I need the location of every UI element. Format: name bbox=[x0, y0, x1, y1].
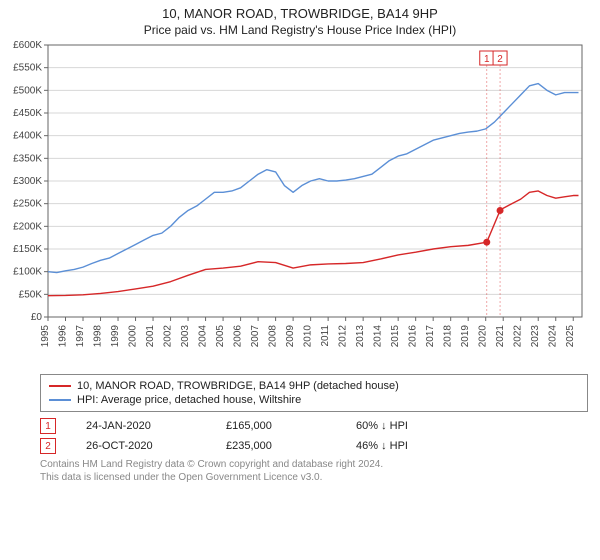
svg-text:1999: 1999 bbox=[110, 325, 121, 348]
legend-row: HPI: Average price, detached house, Wilt… bbox=[49, 393, 579, 407]
svg-text:£300K: £300K bbox=[13, 176, 42, 187]
svg-text:£400K: £400K bbox=[13, 131, 42, 142]
svg-text:£350K: £350K bbox=[13, 153, 42, 164]
svg-text:2006: 2006 bbox=[233, 325, 244, 348]
footer-attribution: Contains HM Land Registry data © Crown c… bbox=[40, 458, 588, 484]
svg-text:£500K: £500K bbox=[13, 85, 42, 96]
marker-delta: 46% ↓ HPI bbox=[356, 440, 436, 452]
svg-text:2013: 2013 bbox=[355, 325, 366, 348]
legend-label: HPI: Average price, detached house, Wilt… bbox=[77, 394, 301, 406]
svg-text:£50K: £50K bbox=[19, 289, 43, 300]
legend-swatch bbox=[49, 399, 71, 401]
svg-text:£550K: £550K bbox=[13, 63, 42, 74]
svg-text:2023: 2023 bbox=[530, 325, 541, 348]
svg-text:2014: 2014 bbox=[373, 325, 384, 348]
footer-line-1: Contains HM Land Registry data © Crown c… bbox=[40, 458, 588, 471]
svg-text:2024: 2024 bbox=[548, 325, 559, 348]
chart-plot: £0 £50K £100K £150K £200K £250K £300K £350K £400… bbox=[0, 41, 600, 366]
marker-price: £165,000 bbox=[226, 420, 336, 432]
svg-text:1996: 1996 bbox=[58, 325, 69, 348]
svg-text:2000: 2000 bbox=[128, 325, 139, 348]
marker-badge: 1 bbox=[40, 418, 56, 434]
marker-table-row: 2 26-OCT-2020 £235,000 46% ↓ HPI bbox=[40, 436, 588, 456]
footer-line-2: This data is licensed under the Open Gov… bbox=[40, 471, 588, 484]
svg-text:2019: 2019 bbox=[460, 325, 471, 348]
svg-text:2002: 2002 bbox=[163, 325, 174, 348]
svg-text:2004: 2004 bbox=[198, 325, 209, 348]
svg-text:2007: 2007 bbox=[250, 325, 261, 348]
svg-text:£600K: £600K bbox=[13, 41, 42, 51]
svg-text:2016: 2016 bbox=[408, 325, 419, 348]
svg-text:2021: 2021 bbox=[495, 325, 506, 348]
svg-text:1997: 1997 bbox=[75, 325, 86, 348]
chart-title: 10, MANOR ROAD, TROWBRIDGE, BA14 9HP bbox=[0, 0, 600, 21]
svg-text:£200K: £200K bbox=[13, 221, 42, 232]
chart-subtitle: Price paid vs. HM Land Registry's House … bbox=[0, 21, 600, 41]
marker-table: 1 24-JAN-2020 £165,000 60% ↓ HPI 2 26-OCT-202… bbox=[40, 416, 588, 456]
svg-text:2010: 2010 bbox=[303, 325, 314, 348]
svg-text:£100K: £100K bbox=[13, 267, 42, 278]
svg-text:2001: 2001 bbox=[145, 325, 156, 348]
marker-price: £235,000 bbox=[226, 440, 336, 452]
marker-badge: 2 bbox=[40, 438, 56, 454]
legend-row: 10, MANOR ROAD, TROWBRIDGE, BA14 9HP (de… bbox=[49, 379, 579, 393]
legend-label: 10, MANOR ROAD, TROWBRIDGE, BA14 9HP (de… bbox=[77, 380, 399, 392]
svg-text:2011: 2011 bbox=[320, 325, 331, 347]
svg-text:2005: 2005 bbox=[215, 325, 226, 348]
svg-text:2008: 2008 bbox=[268, 325, 279, 348]
svg-text:2012: 2012 bbox=[338, 325, 349, 348]
svg-text:1995: 1995 bbox=[40, 325, 51, 348]
svg-text:£0: £0 bbox=[31, 312, 43, 323]
marker-date: 24-JAN-2020 bbox=[86, 420, 206, 432]
svg-text:2020: 2020 bbox=[478, 325, 489, 348]
chart-svg: £0 £50K £100K £150K £200K £250K £300K £350K £400… bbox=[0, 41, 600, 361]
legend: 10, MANOR ROAD, TROWBRIDGE, BA14 9HP (de… bbox=[40, 374, 588, 412]
svg-text:2: 2 bbox=[497, 54, 503, 65]
svg-text:2018: 2018 bbox=[443, 325, 454, 348]
svg-text:2017: 2017 bbox=[425, 325, 436, 348]
legend-swatch bbox=[49, 385, 71, 387]
svg-text:2015: 2015 bbox=[390, 325, 401, 348]
svg-text:2025: 2025 bbox=[565, 325, 576, 348]
svg-text:1: 1 bbox=[484, 54, 490, 65]
svg-text:2003: 2003 bbox=[180, 325, 191, 348]
svg-text:2009: 2009 bbox=[285, 325, 296, 348]
svg-text:1998: 1998 bbox=[93, 325, 104, 348]
marker-table-row: 1 24-JAN-2020 £165,000 60% ↓ HPI bbox=[40, 416, 588, 436]
svg-text:2022: 2022 bbox=[513, 325, 524, 348]
svg-text:£150K: £150K bbox=[13, 244, 42, 255]
marker-date: 26-OCT-2020 bbox=[86, 440, 206, 452]
svg-text:£250K: £250K bbox=[13, 199, 42, 210]
svg-text:£450K: £450K bbox=[13, 108, 42, 119]
marker-delta: 60% ↓ HPI bbox=[356, 420, 436, 432]
